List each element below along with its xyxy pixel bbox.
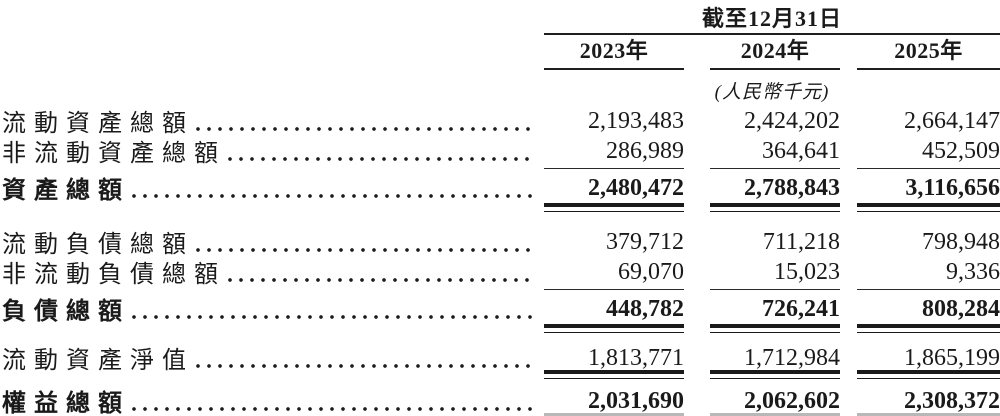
value-2024: 711,218	[762, 228, 840, 255]
dot-leader	[228, 278, 532, 282]
value-2024: 2,424,202	[744, 107, 840, 134]
year-header-2024: 2024年	[710, 32, 840, 70]
value-2024: 2,062,602	[744, 387, 840, 414]
double-rule-line	[710, 370, 840, 379]
section-spacer	[0, 333, 1000, 340]
value-2024: 1,712,984	[744, 344, 840, 371]
year-header-2023: 2023年	[544, 32, 684, 70]
table-row-current-liabilities: 流動負債總額 379,712 711,218 798,948	[0, 224, 1000, 259]
value-2024: 15,023	[774, 258, 840, 285]
row-label: 流動資產總額	[2, 111, 194, 137]
thin-rule-line	[710, 288, 840, 290]
value-2023: 2,193,483	[588, 107, 684, 134]
value-2023: 2,031,690	[588, 387, 684, 414]
table-row-total-equity: 權益總額 2,031,690 2,062,602 2,308,372	[0, 383, 1000, 416]
value-2024: 726,241	[762, 295, 840, 322]
unit-note-row: (人民幣千元)	[0, 70, 1000, 103]
dot-leader	[132, 315, 532, 319]
value-2023: 1,813,771	[588, 344, 684, 371]
row-label-cell: 資產總額	[0, 170, 544, 205]
subtotal-rule	[0, 284, 1000, 291]
dot-leader	[196, 127, 532, 131]
row-label: 非流動負債總額	[2, 262, 226, 288]
value-2025: 798,948	[922, 228, 1000, 255]
value-2025: 808,284	[922, 295, 1000, 322]
row-label-cell: 流動資產總額	[0, 103, 544, 138]
year-header-2025: 2025年	[857, 32, 1000, 70]
double-rule-line	[544, 324, 684, 333]
bottom-rule-line	[857, 413, 1000, 416]
double-rule-line	[710, 324, 840, 333]
value-2025: 452,509	[922, 137, 1000, 164]
value-2025: 2,308,372	[904, 387, 1000, 414]
row-label: 流動負債總額	[2, 232, 194, 258]
value-2023: 448,782	[606, 295, 684, 322]
thin-rule-line	[857, 288, 1000, 290]
row-label-cell: 流動負債總額	[0, 224, 544, 259]
row-label: 資產總額	[2, 178, 130, 204]
row-label-cell: 權益總額	[0, 383, 544, 416]
thin-rule-line	[857, 167, 1000, 169]
value-2025: 1,865,199	[904, 344, 1000, 371]
double-rule-line	[544, 370, 684, 379]
dot-leader	[132, 194, 532, 198]
double-rule-line	[544, 203, 684, 212]
row-label: 權益總額	[2, 391, 130, 416]
value-2025: 3,116,656	[905, 174, 1000, 201]
bottom-rule-line	[544, 413, 684, 416]
row-label-cell: 負債總額	[0, 291, 544, 326]
double-rule-line	[857, 370, 1000, 379]
row-label: 流動資產淨值	[2, 348, 194, 374]
value-2023: 2,480,472	[588, 174, 684, 201]
value-2023: 69,070	[618, 258, 684, 285]
row-label-cell: 流動資產淨值	[0, 340, 544, 375]
total-double-rule	[0, 370, 1000, 379]
subtotal-rule	[0, 163, 1000, 170]
value-2025: 2,664,147	[904, 107, 1000, 134]
table-row-total-liabilities: 負債總額 448,782 726,241 808,284	[0, 291, 1000, 326]
double-rule-line	[857, 324, 1000, 333]
table-row-total-assets: 資產總額 2,480,472 2,788,843 3,116,656	[0, 170, 1000, 205]
double-rule-line	[857, 203, 1000, 212]
section-spacer	[0, 212, 1000, 224]
value-2024: 364,641	[762, 137, 840, 164]
row-label: 負債總額	[2, 299, 130, 325]
row-label-cell: 非流動負債總額	[0, 254, 544, 289]
value-2025: 9,336	[946, 258, 1000, 285]
dot-leader	[196, 364, 532, 368]
total-double-rule	[0, 324, 1000, 333]
table-row-current-assets: 流動資產總額 2,193,483 2,424,202 2,664,147	[0, 103, 1000, 138]
row-label-cell: 非流動資產總額	[0, 133, 544, 168]
year-header-row: 2023年 2024年 2025年	[0, 32, 1000, 70]
table-row-noncurrent-liabilities: 非流動負債總額 69,070 15,023 9,336	[0, 254, 1000, 289]
unit-note: (人民幣千元)	[714, 82, 830, 103]
bottom-rule-line	[710, 413, 840, 416]
value-2023: 286,989	[606, 137, 684, 164]
thin-rule-line	[710, 167, 840, 169]
clipped-bottom-rule	[0, 411, 1000, 416]
dot-leader	[228, 157, 532, 161]
thin-rule-line	[544, 288, 684, 290]
table-row-noncurrent-assets: 非流動資產總額 286,989 364,641 452,509	[0, 133, 1000, 168]
double-rule-line	[710, 203, 840, 212]
total-double-rule	[0, 203, 1000, 212]
value-2024: 2,788,843	[744, 174, 840, 201]
dot-leader	[132, 407, 532, 411]
row-label: 非流動資產總額	[2, 141, 226, 167]
value-2023: 379,712	[606, 228, 684, 255]
thin-rule-line	[544, 167, 684, 169]
dot-leader	[196, 248, 532, 252]
period-header-row: 截至12月31日	[0, 0, 1000, 35]
table-row-net-current-assets: 流動資產淨值 1,813,771 1,712,984 1,865,199	[0, 340, 1000, 375]
period-header: 截至12月31日	[544, 0, 1000, 35]
